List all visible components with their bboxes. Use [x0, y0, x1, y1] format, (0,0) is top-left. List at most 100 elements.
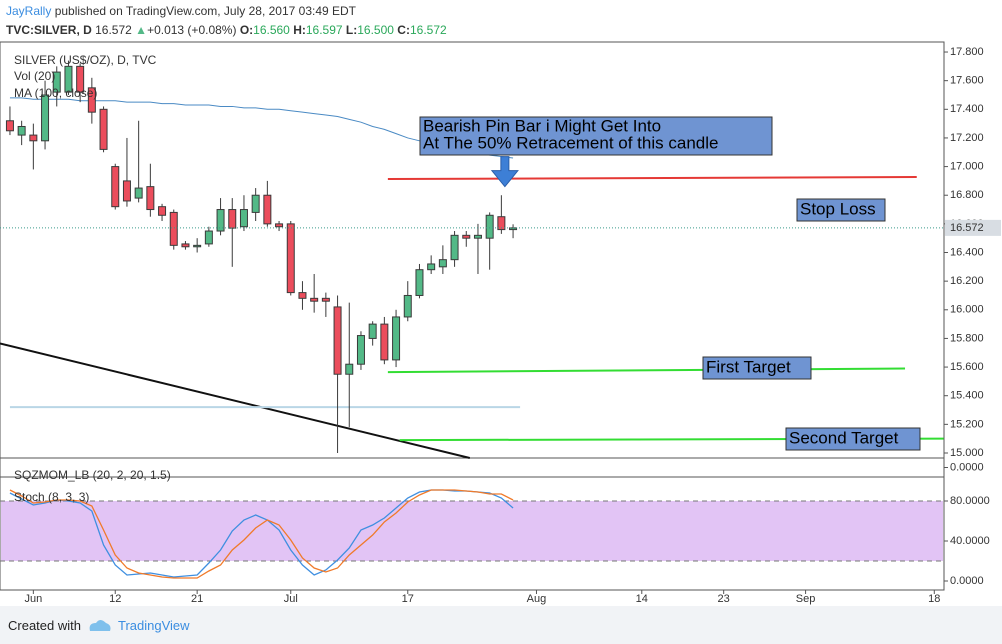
legend: SILVER (US$/OZ), D, TVC [14, 53, 157, 67]
y-tick-label: 15.200 [950, 418, 984, 430]
candle-body [87, 87, 96, 113]
candle-body [450, 234, 459, 261]
candle-body [216, 209, 225, 232]
annotation: First Target [706, 357, 791, 376]
annotation: Stop Loss [800, 199, 876, 218]
annotation-box [419, 116, 773, 156]
y-tick-label: 16.200 [950, 275, 984, 287]
y-tick-label: 16.400 [950, 246, 984, 258]
c: 16.572 [409, 23, 447, 37]
candle-body [473, 234, 482, 239]
l-label: L: [345, 23, 358, 37]
drawing-line [0, 342, 471, 459]
candle-body [111, 166, 120, 208]
stoch-band [1, 501, 943, 561]
candle-body [99, 108, 108, 150]
brand[interactable]: TradingView [118, 618, 190, 633]
header: JayRally published on TradingView.com, J… [6, 2, 447, 40]
y-tick-label: 17.400 [950, 103, 984, 115]
x-tick-label: 14 [636, 593, 648, 605]
annotation: At The 50% Retracement of this candle [423, 133, 718, 152]
drawing-line [387, 176, 917, 181]
c-label: C: [397, 23, 410, 37]
y-tick-label: 16.000 [950, 304, 984, 316]
candle-body [122, 180, 131, 202]
candle-body [146, 186, 155, 211]
candle-body [158, 206, 167, 216]
drawing-line [387, 367, 906, 374]
candle-body [333, 306, 342, 375]
x-tick-label: Jul [284, 593, 298, 605]
y-tick-label: 0.0000 [950, 461, 984, 473]
candle-body [263, 194, 272, 225]
h: 16.597 [305, 23, 343, 37]
candle-body [275, 223, 284, 228]
candle-body [64, 65, 73, 93]
legend: Vol (20) [14, 69, 55, 83]
candle-body [321, 297, 330, 302]
candle-body [29, 134, 38, 142]
author[interactable]: JayRally [6, 4, 52, 18]
y-tick-label: 17.200 [950, 132, 984, 144]
x-tick-label: Sep [796, 593, 816, 605]
candle-body [392, 316, 401, 361]
up-arrow: ▲ [135, 23, 148, 37]
annotation-box [702, 356, 812, 380]
chart: 15.000 15.200 15.400 15.600 15.800 16.000 16.2… [0, 41, 1001, 605]
legend: MA (100, close) [14, 86, 97, 100]
created-with: Created with [8, 618, 81, 633]
y-tick-label: 17.000 [950, 160, 984, 172]
annotation: Bearish Pin Bar i Might Get Into [423, 116, 661, 135]
candle-body [485, 214, 494, 239]
x-tick-label: Aug [527, 593, 547, 605]
annotation-box [785, 427, 921, 451]
candle-body [286, 223, 295, 294]
candle-body [415, 269, 424, 296]
candle-body [380, 323, 389, 361]
candle-body [462, 234, 471, 239]
candle-body [181, 243, 190, 248]
o: 16.560 [253, 23, 290, 37]
header-line-1: JayRally published on TradingView.com, J… [6, 2, 447, 21]
candle-body [228, 209, 237, 229]
annotation-box [796, 198, 886, 222]
last-price-box [945, 219, 1001, 236]
logo [89, 620, 111, 631]
y-tick-label: 17.800 [950, 46, 984, 58]
candle-body [251, 194, 260, 213]
header-line-2: TVC:SILVER, D 16.572 ▲+0.013 (+0.08%) O:… [6, 21, 447, 40]
candle-body [345, 363, 354, 375]
arrow [490, 156, 519, 188]
published: published on TradingView.com, July 28, 2… [54, 4, 357, 18]
x-tick-label: 12 [109, 593, 121, 605]
l: 16.500 [357, 23, 394, 37]
y-tick-label: 15.800 [950, 332, 984, 344]
candle-body [239, 209, 248, 228]
x-tick-label: 23 [718, 593, 730, 605]
legend: Stoch (8, 3, 3) [14, 490, 89, 504]
y-tick-label: 40.0000 [950, 535, 990, 547]
candle-body [193, 244, 202, 248]
x-tick-label: 21 [191, 593, 203, 605]
annotation: Second Target [789, 428, 899, 447]
candle-body [497, 216, 506, 231]
candle-body [52, 71, 61, 93]
legend: SQZMOM_LB (20, 2, 20, 1.5) [14, 468, 171, 482]
y-tick-label: 80.0000 [950, 495, 990, 507]
footer: Created with TradingView [0, 606, 1002, 644]
last: 16.572 [95, 23, 132, 37]
y-tick-label: 15.000 [950, 447, 984, 459]
stoch-line [9, 489, 514, 579]
change: +0.013 (+0.08%) [147, 23, 237, 37]
y-tick-label: 16.800 [950, 189, 984, 201]
candle-body [5, 120, 14, 132]
y-tick-label: 15.600 [950, 361, 984, 373]
candle-body [41, 94, 50, 142]
candle-body [169, 211, 178, 246]
candle-body [427, 263, 436, 271]
candle-body [134, 187, 143, 199]
candle-body [76, 65, 85, 93]
h-label: H: [293, 23, 306, 37]
x-tick-label: 17 [402, 593, 414, 605]
candle-body [403, 294, 412, 318]
